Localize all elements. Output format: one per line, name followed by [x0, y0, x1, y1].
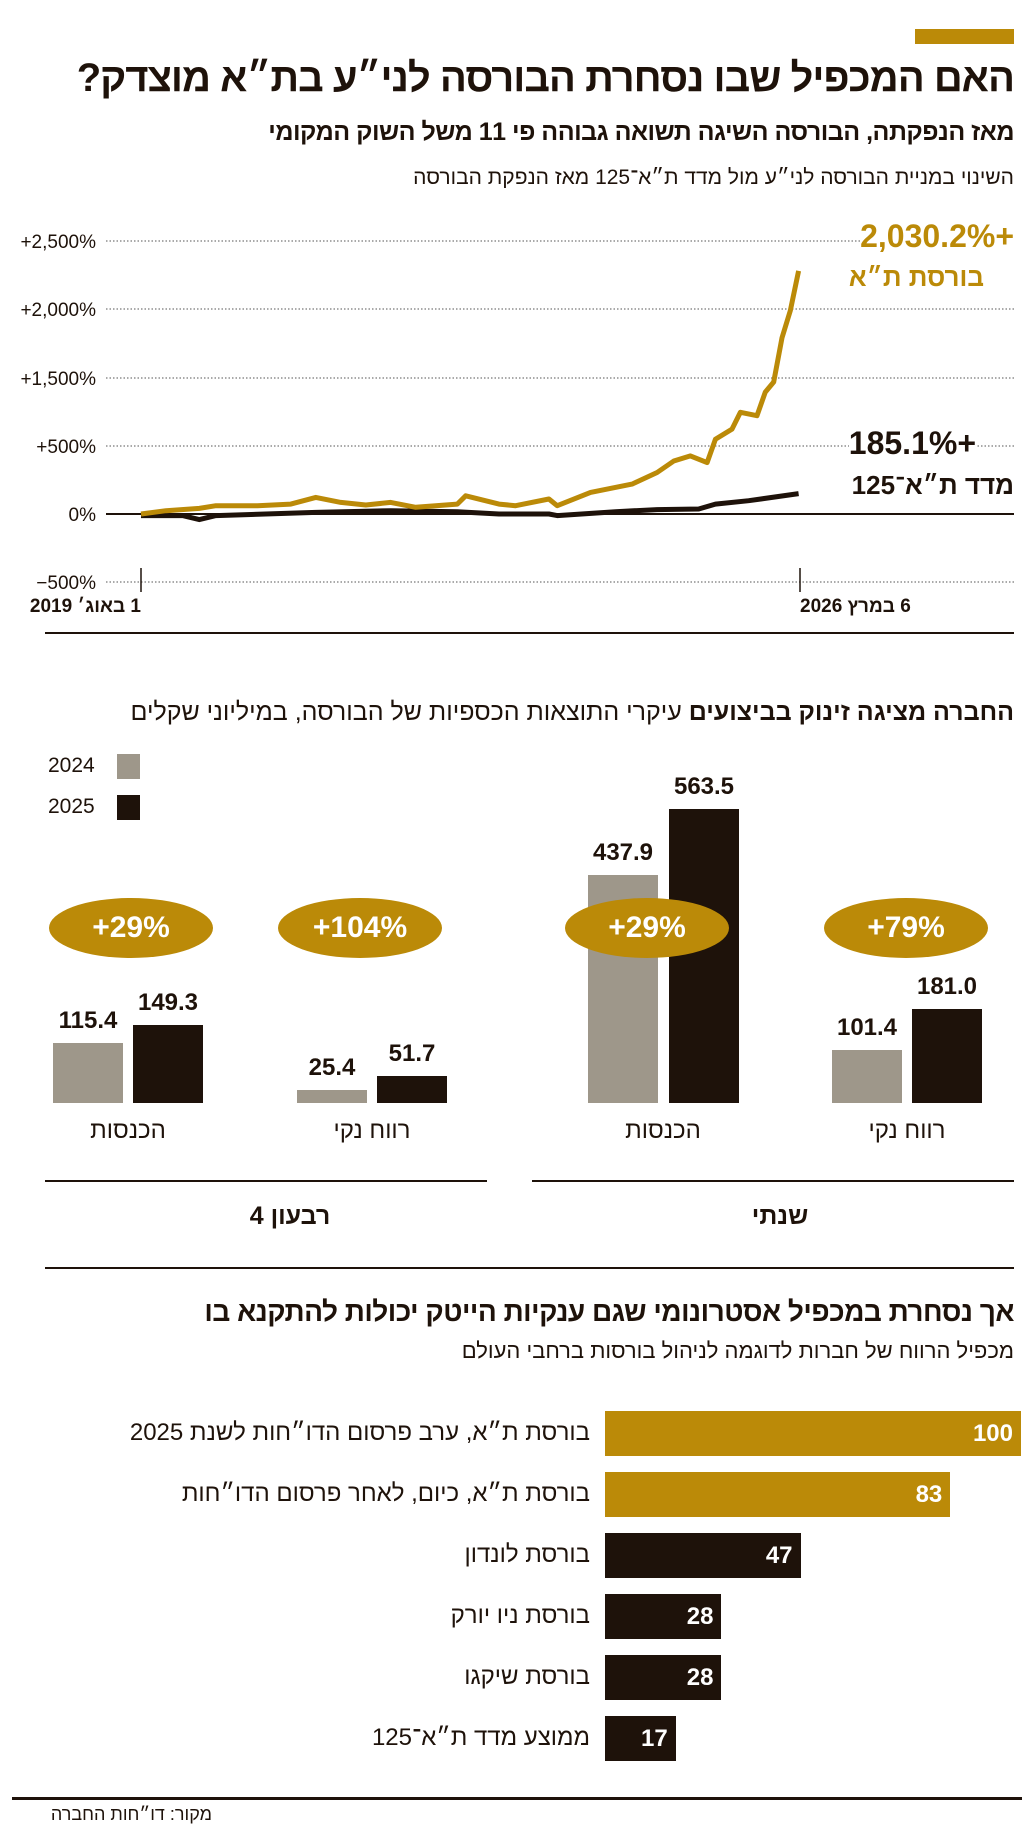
- bar: 83: [605, 1472, 951, 1517]
- bar-category-label: בורסת ניו יורק: [450, 1602, 590, 1629]
- legend-label-2025: 2025: [48, 795, 95, 818]
- bar-value-label: 47: [765, 1542, 793, 1569]
- bar-2025: [377, 1076, 447, 1103]
- category-label: רווח נקי: [333, 1117, 411, 1144]
- footer-divider: [12, 1797, 1022, 1800]
- bar-value-label: 149.3: [137, 989, 199, 1017]
- bar-value-label: 563.5: [673, 773, 735, 800]
- subtitle: מאז הנפקתה, הבורסה השיגה תשואה גבוהה פי …: [268, 118, 1014, 146]
- bar-row: ממוצע מדד ת״א־125 17: [0, 1716, 1024, 1761]
- line-chart: −500% 0% +500% +1,500% +2,000% +2,500% 1 באוג׳…: [20, 232, 1014, 617]
- bar-value-label: 17: [641, 1725, 668, 1752]
- source-note: מקור: דו״חות החברה: [50, 1804, 212, 1824]
- bar-category-label: בורסת שיקגו: [464, 1663, 590, 1690]
- bar-2024: [297, 1089, 367, 1103]
- series-line-tase: [140, 270, 802, 517]
- bar-value-label: 115.4: [58, 1006, 118, 1034]
- category-label: רווח נקי: [868, 1117, 946, 1144]
- y-tick-label: +1,500%: [20, 369, 96, 390]
- bar-value-label: 100: [972, 1420, 1013, 1447]
- series-line-ta125: [141, 491, 799, 523]
- bar-value-label: 437.9: [592, 838, 654, 866]
- bar-row: בורסת שיקגו 28: [0, 1655, 1024, 1700]
- change-badge: +79%: [824, 898, 988, 958]
- category-label: הכנסות: [90, 1117, 166, 1144]
- results-title-bold: החברה מציגה זינוק בביצועים: [688, 698, 1014, 726]
- accent-bar: [915, 29, 1014, 44]
- series-label-value-tase: +2,030.2%: [860, 218, 1014, 255]
- multiples-title: אך נסחרת במכפיל אסטרונומי שגם ענקיות היי…: [204, 1296, 1014, 1327]
- series-label-ta125: מדד ת״א־125: [851, 470, 1014, 501]
- series-label-value-ta125: +185.1%: [848, 425, 976, 462]
- bar: 28: [605, 1655, 722, 1700]
- x-tick-label: 6 במרץ 2026: [800, 596, 911, 617]
- bar: 47: [605, 1533, 801, 1578]
- bar-category-label: בורסת לונדון: [464, 1541, 590, 1568]
- legend-label-2024: 2024: [48, 754, 95, 777]
- bar-value-label: 51.7: [388, 1040, 436, 1068]
- bar-row: בורסת ת״א, כיום, לאחר פרסום הדו״חות 83: [0, 1472, 1024, 1517]
- bar-category-label: ממוצע מדד ת״א־125: [371, 1724, 590, 1751]
- bar-row: בורסת ת״א, ערב פרסום הדו״חות לשנת 2025 10…: [0, 1411, 1024, 1456]
- change-badge: +29%: [49, 898, 213, 958]
- divider: [45, 1267, 1014, 1269]
- results-title: עיקרי התוצאות הכספיות של הבורסה, במיליונ…: [130, 698, 682, 726]
- divider: [45, 632, 1014, 634]
- y-tick-label: +2,500%: [20, 232, 96, 253]
- bar-2024: [832, 1050, 902, 1103]
- bar-2024: [53, 1042, 123, 1103]
- bar-value-label: 101.4: [836, 1014, 898, 1042]
- chart-description: השינוי במניית הבורסה לני״ע מול מדד ת״א־1…: [413, 166, 1014, 189]
- bar-value-label: 181.0: [916, 972, 978, 1000]
- bar-2025: [912, 1008, 982, 1103]
- category-label: הכנסות: [625, 1117, 701, 1144]
- legend-swatch-2025: [117, 795, 140, 820]
- change-badge: +104%: [278, 898, 442, 958]
- section-divider-annual: [532, 1180, 1014, 1182]
- bar-row: בורסת לונדון 47: [0, 1533, 1024, 1578]
- bar-value-label: 28: [686, 1603, 714, 1630]
- bar-value-label: 25.4: [308, 1053, 356, 1081]
- section-label-annual: שנתי: [751, 1202, 809, 1230]
- bar-row: בורסת ניו יורק 28: [0, 1594, 1024, 1639]
- y-tick-label: −500%: [36, 573, 96, 594]
- bar: 17: [605, 1716, 676, 1761]
- multiples-subtitle: מכפיל הרווח של חברות לדוגמה לניהול בורסו…: [461, 1338, 1014, 1363]
- bar: 28: [605, 1594, 722, 1639]
- bar: 100: [605, 1411, 1021, 1456]
- y-tick-label: +2,000%: [20, 300, 96, 321]
- bar-category-label: בורסת ת״א, כיום, לאחר פרסום הדו״חות: [181, 1480, 590, 1507]
- bar-2025: [133, 1025, 203, 1103]
- section-header-results: החברה מציגה זינוק בביצועים עיקרי התוצאות…: [131, 698, 1014, 727]
- x-tick-label: 1 באוג׳ 2019: [30, 596, 142, 617]
- page-title: האם המכפיל שבו נסחרת הבורסה לני״ע בת״א מ…: [76, 56, 1015, 100]
- y-tick-label: +500%: [36, 437, 96, 458]
- legend-swatch-2024: [117, 754, 140, 779]
- change-badge: +29%: [565, 898, 729, 958]
- y-tick-label: 0%: [69, 505, 97, 526]
- bar-category-label: בורסת ת״א, ערב פרסום הדו״חות לשנת 2025: [129, 1419, 590, 1446]
- bar-value-label: 83: [915, 1481, 943, 1508]
- bar-2025: [669, 809, 739, 1103]
- section-divider-quarter: [45, 1180, 487, 1182]
- series-label-tase: בורסת ת״א: [848, 262, 984, 293]
- section-label-quarter: רבעון 4: [249, 1202, 331, 1230]
- bar-value-label: 28: [686, 1664, 714, 1691]
